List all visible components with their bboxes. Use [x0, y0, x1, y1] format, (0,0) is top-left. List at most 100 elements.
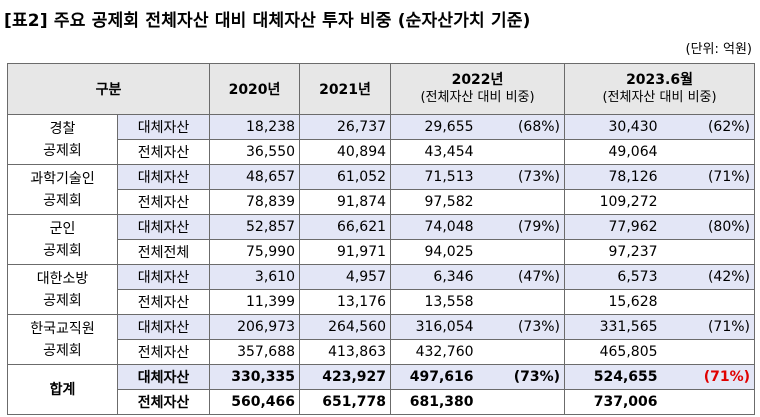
- share-2022-empty: [477, 389, 566, 415]
- org-name-line1: 대한소방: [36, 270, 89, 287]
- value-2023: 524,655: [564, 364, 662, 390]
- share-2022-empty: [477, 289, 566, 315]
- table-row: 전체자산 560,466 651,778 681,380 737,006: [8, 389, 756, 415]
- share-2022: (73%): [477, 364, 566, 390]
- value-2020: 18,238: [209, 114, 301, 140]
- value-2021: 61,052: [299, 164, 392, 190]
- share-2023: (71%): [661, 314, 756, 340]
- share-2022-empty: [477, 239, 566, 265]
- org-name-line2: 공제회: [43, 192, 82, 209]
- table-row: 경찰 공제회 대체자산 18,238 26,737 29,655 (68%) 30,430 (6…: [7, 114, 756, 165]
- value-2021: 264,560: [299, 314, 392, 340]
- value-2022: 71,513: [390, 164, 478, 190]
- value-2022: 94,025: [390, 239, 478, 265]
- row-kind-label: 대체자산: [116, 264, 211, 290]
- value-2022: 316,054: [390, 314, 478, 340]
- value-2023: 331,565: [564, 314, 662, 340]
- row-kind-label: 전체자산: [116, 289, 211, 315]
- table-row: 한국교직원 공제회 대체자산 206,973 264,560 316,054 (73%) 33…: [7, 314, 756, 365]
- value-2023: 109,272: [564, 189, 662, 215]
- value-2020: 48,657: [209, 164, 301, 190]
- share-2022: (47%): [477, 264, 566, 290]
- value-2021: 13,176: [299, 289, 392, 315]
- value-2022: 13,558: [390, 289, 478, 315]
- value-2021: 413,863: [299, 339, 392, 365]
- value-2020: 3,610: [209, 264, 301, 290]
- org-name-line1: 군인: [49, 220, 76, 237]
- table-row: 전체전체 75,990 91,971 94,025 97,237: [8, 239, 756, 265]
- value-2023: 97,237: [564, 239, 662, 265]
- value-2020: 357,688: [209, 339, 301, 365]
- value-2022: 43,454: [390, 139, 478, 165]
- value-2021: 66,621: [299, 214, 392, 240]
- table-title: [표2] 주요 공제회 전체자산 대비 대체자산 투자 비중 (순자산가치 기준…: [4, 11, 531, 31]
- header-2020: 2020년: [209, 63, 301, 115]
- share-2022: (73%): [477, 314, 566, 340]
- share-2023: (42%): [661, 264, 756, 290]
- asset-table: 구분 2020년 2021년 2022년 (전체자산 대비 비중) 2023.6…: [6, 63, 756, 415]
- row-kind-label: 전체자산: [116, 139, 211, 165]
- row-kind-label: 대체자산: [116, 164, 211, 190]
- value-2021: 91,874: [299, 189, 392, 215]
- org-name-line2: 공제회: [43, 142, 82, 159]
- value-2023: 78,126: [564, 164, 662, 190]
- table-row: 전체자산 11,399 13,176 13,558 15,628: [8, 289, 756, 315]
- value-2020: 11,399: [209, 289, 301, 315]
- table-row: 대한소방 공제회 대체자산 3,610 4,957 6,346 (47%) 6,573 (42%…: [7, 264, 756, 315]
- share-2022: (68%): [477, 114, 566, 140]
- table-row: 전체자산 357,688 413,863 432,760 465,805: [8, 339, 756, 365]
- row-kind-label: 전체전체: [116, 239, 211, 265]
- value-2023: 6,573: [564, 264, 662, 290]
- org-name: 대한소방 공제회: [7, 264, 118, 315]
- share-2022: (79%): [477, 214, 566, 240]
- value-2022: 681,380: [390, 389, 478, 415]
- value-2022: 29,655: [390, 114, 478, 140]
- share-2022-empty: [477, 339, 566, 365]
- header-2022: 2022년 (전체자산 대비 비중): [390, 63, 566, 115]
- share-2022-empty: [477, 189, 566, 215]
- share-2023-empty: [661, 239, 756, 265]
- unit-label: (단위: 억원): [685, 42, 753, 57]
- value-2021: 651,778: [299, 389, 392, 415]
- value-2020: 560,466: [209, 389, 301, 415]
- value-2020: 330,335: [209, 364, 301, 390]
- header-group: 구분: [6, 63, 211, 115]
- share-2023-empty: [661, 189, 756, 215]
- header-2023-year: 2023.6월: [626, 72, 693, 88]
- header-2022-year: 2022년: [451, 72, 504, 88]
- org-name-line1: 한국교직원: [30, 320, 95, 337]
- row-kind-label: 대체자산: [116, 314, 211, 340]
- value-2020: 206,973: [209, 314, 301, 340]
- value-2020: 75,990: [209, 239, 301, 265]
- value-2020: 36,550: [209, 139, 301, 165]
- row-kind-label: 대체자산: [116, 364, 211, 390]
- org-name-line2: 공제회: [43, 342, 82, 359]
- header-2023: 2023.6월 (전체자산 대비 비중): [564, 63, 756, 115]
- value-2021: 26,737: [299, 114, 392, 140]
- value-2022: 97,582: [390, 189, 478, 215]
- value-2023: 737,006: [564, 389, 662, 415]
- share-2022: (73%): [477, 164, 566, 190]
- header-2023-sub: (전체자산 대비 비중): [602, 90, 717, 105]
- table-row: 합계 대체자산 330,335 423,927 497,616 (73%) 524,655(…: [7, 364, 756, 415]
- value-2021: 423,927: [299, 364, 392, 390]
- value-2023: 30,430: [564, 114, 662, 140]
- org-name-line1: 경찰: [49, 120, 76, 137]
- org-name-line1: 과학기술인: [30, 170, 95, 187]
- org-name-line2: 공제회: [43, 242, 82, 259]
- share-2023: (80%): [661, 214, 756, 240]
- table-row: 과학기술인 공제회 대체자산 48,657 61,052 71,513 (73%) 78,12…: [7, 164, 756, 215]
- value-2020: 52,857: [209, 214, 301, 240]
- value-2021: 4,957: [299, 264, 392, 290]
- share-2023: (62%): [661, 114, 756, 140]
- value-2021: 40,894: [299, 139, 392, 165]
- header-row: 구분 2020년 2021년 2022년 (전체자산 대비 비중) 2023.6…: [6, 63, 756, 115]
- value-2023: 77,962: [564, 214, 662, 240]
- share-2022-empty: [477, 139, 566, 165]
- header-2022-sub: (전체자산 대비 비중): [420, 90, 535, 105]
- value-2022: 432,760: [390, 339, 478, 365]
